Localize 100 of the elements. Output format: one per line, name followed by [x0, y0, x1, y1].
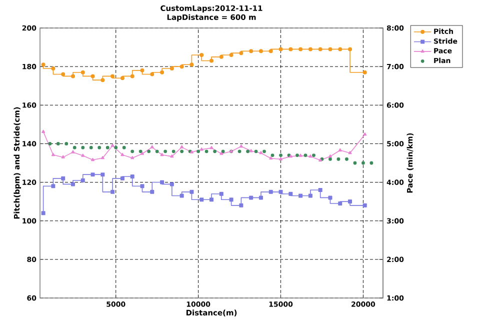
- point: [268, 49, 273, 54]
- point: [190, 190, 194, 194]
- point: [268, 190, 273, 194]
- point: [249, 196, 254, 200]
- point: [56, 142, 60, 146]
- point: [190, 62, 194, 67]
- point: [130, 150, 134, 154]
- point: [180, 194, 184, 198]
- point: [348, 150, 352, 154]
- point: [288, 192, 293, 196]
- point: [90, 74, 95, 78]
- point: [328, 157, 332, 161]
- point: [71, 150, 75, 154]
- point: [362, 161, 365, 165]
- point: [259, 150, 263, 154]
- point: [89, 146, 93, 150]
- point: [80, 70, 85, 74]
- point: [308, 154, 312, 158]
- point: [180, 64, 184, 69]
- point: [170, 66, 174, 70]
- point: [98, 146, 102, 150]
- point: [318, 188, 322, 192]
- point: [100, 156, 104, 160]
- point: [61, 155, 65, 158]
- point: [304, 154, 308, 157]
- point: [51, 152, 55, 156]
- point: [160, 70, 164, 74]
- point: [219, 54, 224, 59]
- point: [120, 76, 124, 80]
- point: [239, 144, 243, 148]
- point: [81, 146, 85, 150]
- point: [72, 146, 76, 150]
- point: [64, 142, 68, 146]
- point: [328, 154, 332, 158]
- point: [288, 47, 293, 52]
- point: [200, 147, 204, 151]
- point: [120, 152, 124, 156]
- point: [249, 49, 254, 54]
- point: [345, 157, 348, 161]
- point: [308, 47, 312, 52]
- point: [348, 47, 352, 52]
- point: [328, 196, 332, 200]
- point: [249, 149, 253, 152]
- point: [298, 154, 302, 157]
- point: [278, 157, 283, 160]
- point: [229, 198, 234, 202]
- point: [353, 161, 357, 165]
- point: [90, 172, 95, 177]
- point: [180, 150, 184, 154]
- point: [200, 198, 204, 202]
- point: [258, 196, 263, 200]
- point: [338, 47, 342, 52]
- point: [254, 150, 258, 154]
- point: [150, 190, 154, 194]
- point: [246, 150, 250, 154]
- point: [210, 198, 214, 202]
- point: [348, 200, 352, 204]
- point: [180, 145, 184, 148]
- point: [279, 154, 282, 157]
- point: [200, 52, 204, 57]
- point: [336, 157, 340, 161]
- point: [110, 74, 115, 78]
- point: [338, 148, 342, 152]
- point: [122, 146, 126, 150]
- point: [219, 192, 224, 196]
- point: [196, 150, 200, 154]
- point: [100, 78, 105, 82]
- point: [70, 74, 75, 78]
- point: [338, 201, 342, 206]
- point: [210, 146, 214, 150]
- point: [160, 180, 164, 184]
- point: [213, 150, 216, 154]
- point: [239, 51, 244, 56]
- point: [269, 156, 273, 160]
- point: [70, 182, 75, 186]
- point: [130, 156, 134, 160]
- point: [238, 150, 242, 154]
- point: [278, 190, 283, 194]
- point: [204, 150, 208, 154]
- point: [172, 150, 176, 154]
- point: [363, 132, 367, 136]
- point: [61, 176, 66, 180]
- point: [160, 152, 164, 156]
- point: [140, 184, 144, 188]
- point: [370, 161, 374, 165]
- point: [298, 194, 303, 198]
- point: [150, 145, 154, 148]
- point: [239, 203, 244, 208]
- point: [278, 47, 283, 52]
- point: [170, 154, 174, 158]
- point: [296, 154, 299, 157]
- point: [155, 150, 159, 154]
- point: [362, 203, 367, 208]
- point: [120, 176, 124, 180]
- point: [48, 142, 52, 146]
- point: [170, 182, 174, 186]
- point: [328, 47, 332, 52]
- point: [270, 154, 274, 157]
- point: [210, 58, 214, 63]
- point: [106, 146, 110, 150]
